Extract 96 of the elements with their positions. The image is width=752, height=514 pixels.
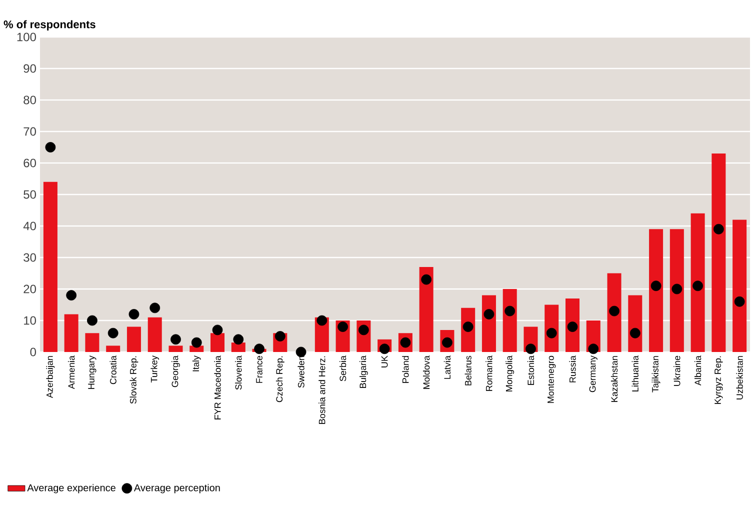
point bbox=[212, 324, 223, 336]
y-tick-label: 90 bbox=[24, 64, 36, 73]
point bbox=[108, 328, 118, 338]
legend-label: Average experience bbox=[27, 484, 116, 494]
y-tick-label: 30 bbox=[24, 253, 36, 262]
point bbox=[526, 344, 536, 354]
x-tick-label: Latvia bbox=[444, 356, 451, 379]
bar bbox=[126, 326, 141, 352]
point bbox=[170, 334, 181, 345]
point bbox=[296, 346, 306, 358]
bar bbox=[690, 213, 705, 352]
point bbox=[484, 309, 494, 320]
x-tick-label: Mongolia bbox=[506, 356, 514, 392]
x-tick-label: Russia bbox=[569, 356, 576, 382]
bar bbox=[106, 346, 120, 352]
bar bbox=[649, 229, 664, 352]
x-tick-label: Montenegro bbox=[548, 356, 556, 403]
bar bbox=[419, 266, 434, 352]
bar bbox=[231, 342, 246, 352]
y-tick-label: 80 bbox=[24, 96, 36, 104]
bar bbox=[732, 220, 747, 352]
x-tick-label: Romania bbox=[486, 356, 492, 391]
x-tick-label: Bulgaria bbox=[359, 356, 368, 388]
x-tick-label: Serbia bbox=[339, 356, 346, 382]
x-tick-label: Georgia bbox=[172, 356, 180, 388]
point bbox=[338, 322, 348, 332]
point bbox=[358, 324, 369, 336]
legend-label: Average perception bbox=[134, 484, 220, 494]
x-tick-label: Kyrgyz Rep. bbox=[714, 356, 723, 404]
point bbox=[650, 280, 662, 292]
point bbox=[254, 344, 264, 354]
x-tick-label: UK bbox=[381, 356, 388, 368]
y-tick-label: 70 bbox=[24, 127, 36, 136]
point bbox=[421, 274, 432, 285]
bar bbox=[43, 182, 58, 352]
y-tick-label: 60 bbox=[24, 158, 36, 168]
point bbox=[588, 344, 599, 354]
x-tick-label: Albania bbox=[694, 356, 702, 386]
y-tick-label: 50 bbox=[24, 190, 36, 199]
point bbox=[45, 142, 56, 152]
x-tick-label: France bbox=[256, 356, 262, 383]
bar bbox=[168, 346, 183, 352]
x-tick-label: Armenia bbox=[68, 356, 75, 390]
bar bbox=[670, 229, 684, 352]
point bbox=[692, 280, 703, 292]
point bbox=[630, 328, 640, 338]
y-tick-label: 0 bbox=[30, 348, 36, 356]
x-tick-label: Moldova bbox=[423, 356, 430, 389]
bar bbox=[712, 154, 726, 352]
x-tick-label: Belarus bbox=[464, 356, 472, 386]
point bbox=[150, 302, 160, 314]
x-tick-label: Kazakhstan bbox=[610, 356, 618, 402]
x-tick-label: Slovenia bbox=[235, 356, 242, 390]
x-tick-label: Estonia bbox=[527, 356, 534, 385]
bar bbox=[148, 317, 162, 352]
y-tick-label: 100 bbox=[17, 32, 36, 42]
y-tick-label: 40 bbox=[23, 222, 36, 230]
x-tick-label: Germany bbox=[589, 356, 598, 392]
bar bbox=[502, 288, 517, 352]
x-tick-label: Lithuania bbox=[632, 356, 638, 392]
x-tick-label: Croatia bbox=[110, 356, 116, 384]
x-tick-label: Hungary bbox=[88, 356, 96, 389]
x-tick-label: FYR Macedonia bbox=[214, 356, 221, 420]
y-tick-label: 20 bbox=[24, 284, 36, 294]
point bbox=[567, 322, 578, 332]
x-tick-label: Ukraine bbox=[674, 356, 680, 386]
x-tick-label: Slovak Rep. bbox=[130, 356, 138, 404]
x-tick-label: Sweden bbox=[298, 356, 304, 388]
bar bbox=[607, 273, 622, 352]
point bbox=[87, 315, 98, 326]
point bbox=[713, 224, 724, 234]
x-tick-label: Uzbekistan bbox=[736, 356, 743, 400]
point bbox=[672, 284, 682, 294]
point bbox=[609, 306, 620, 316]
y-axis-title: % of respondents bbox=[4, 20, 96, 30]
y-tick-label: 10 bbox=[24, 316, 36, 325]
bar bbox=[210, 333, 225, 352]
point bbox=[546, 328, 557, 338]
x-tick-label: Azerbaijan bbox=[46, 356, 55, 398]
point bbox=[128, 309, 140, 320]
x-tick-label: Italy bbox=[192, 356, 201, 372]
point bbox=[504, 306, 516, 316]
x-tick-label: Czech Rep. bbox=[276, 356, 284, 402]
point bbox=[233, 334, 244, 345]
x-tick-label: Bosnia and Herz. bbox=[318, 356, 326, 424]
point bbox=[316, 315, 328, 326]
point bbox=[274, 331, 286, 342]
point bbox=[66, 290, 77, 300]
point bbox=[734, 296, 745, 307]
x-tick-label: Poland bbox=[402, 356, 409, 383]
x-tick-label: Tajikistan bbox=[652, 356, 660, 392]
bar bbox=[64, 314, 78, 352]
point bbox=[462, 322, 474, 332]
bar bbox=[85, 333, 100, 352]
point bbox=[191, 337, 202, 348]
x-tick-label: Turkey bbox=[150, 356, 160, 382]
